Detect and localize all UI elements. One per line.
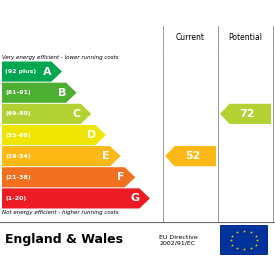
Text: A: A xyxy=(43,67,52,77)
Text: (69-80): (69-80) xyxy=(5,111,31,116)
Text: Potential: Potential xyxy=(229,33,263,42)
Text: Current: Current xyxy=(176,33,205,42)
Polygon shape xyxy=(2,188,150,208)
Text: Energy Efficiency Rating: Energy Efficiency Rating xyxy=(46,6,229,20)
Polygon shape xyxy=(2,104,91,124)
Text: Very energy efficient - lower running costs: Very energy efficient - lower running co… xyxy=(2,55,119,60)
Text: (1-20): (1-20) xyxy=(5,196,26,201)
Polygon shape xyxy=(165,146,216,166)
Text: EU Directive
2002/91/EC: EU Directive 2002/91/EC xyxy=(159,235,197,245)
Polygon shape xyxy=(2,83,77,103)
Text: Not energy efficient - higher running costs: Not energy efficient - higher running co… xyxy=(2,210,119,215)
Polygon shape xyxy=(220,104,271,124)
Bar xyxy=(220,225,268,255)
Text: D: D xyxy=(87,130,96,140)
Text: 72: 72 xyxy=(240,109,255,119)
Text: (92 plus): (92 plus) xyxy=(5,69,36,74)
Text: F: F xyxy=(117,172,125,182)
Text: (55-68): (55-68) xyxy=(5,133,31,138)
Text: (39-54): (39-54) xyxy=(5,154,31,159)
Text: E: E xyxy=(102,151,110,161)
Text: B: B xyxy=(58,88,66,98)
Text: C: C xyxy=(73,109,81,119)
Polygon shape xyxy=(2,146,121,166)
Text: (81-91): (81-91) xyxy=(5,90,31,95)
Text: England & Wales: England & Wales xyxy=(5,233,123,246)
Polygon shape xyxy=(2,125,106,145)
Text: G: G xyxy=(131,194,140,203)
Text: 52: 52 xyxy=(185,151,200,161)
Polygon shape xyxy=(2,61,62,82)
Polygon shape xyxy=(2,167,135,187)
Text: (21-38): (21-38) xyxy=(5,175,31,180)
